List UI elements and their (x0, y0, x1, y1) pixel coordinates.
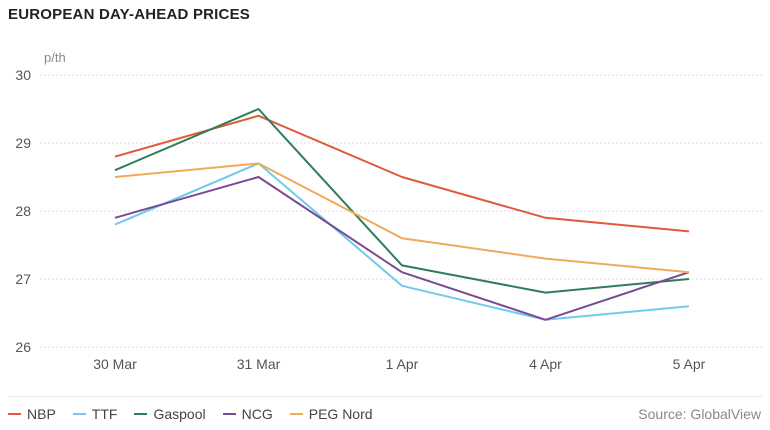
legend-label: NBP (27, 406, 56, 422)
legend-swatch (8, 413, 21, 415)
x-tick-label: 30 Mar (93, 356, 137, 372)
series-line-ncg (114, 176, 690, 321)
y-tick-label: 26 (15, 339, 31, 355)
x-axis-ticks: 30 Mar 31 Mar 1 Apr 4 Apr 5 Apr (93, 356, 705, 372)
x-tick-label: 5 Apr (673, 356, 706, 372)
legend: NBP TTF Gaspool NCG PEG Nord (8, 406, 390, 422)
series-line-ttf (114, 162, 690, 321)
y-tick-label: 27 (15, 271, 31, 287)
legend-swatch (222, 413, 236, 415)
x-tick-label: 4 Apr (529, 356, 562, 372)
y-tick-label: 28 (15, 203, 31, 219)
legend-item-ttf: TTF (72, 406, 118, 422)
y-axis-ticks: 26 27 28 29 30 (15, 67, 31, 355)
y-axis-unit-label: p/th (44, 50, 66, 65)
legend-item-nbp: NBP (8, 406, 56, 422)
x-tick-label: 31 Mar (237, 356, 281, 372)
series-lines (114, 108, 690, 321)
x-tick-label: 1 Apr (386, 356, 419, 372)
series-line-peg-nord (114, 162, 690, 274)
legend-swatch (134, 413, 148, 415)
legend-label: PEG Nord (308, 406, 373, 422)
y-tick-label: 29 (15, 135, 31, 151)
legend-item-ncg: NCG (222, 406, 273, 422)
legend-item-gaspool: Gaspool (134, 406, 206, 422)
legend-item-peg-nord: PEG Nord (289, 406, 373, 422)
series-line-gaspool (114, 108, 690, 294)
legend-label: TTF (91, 406, 118, 422)
legend-divider (8, 396, 762, 397)
legend-swatch (72, 413, 86, 415)
source-note: Source: GlobalView (638, 406, 761, 422)
y-tick-label: 30 (15, 67, 31, 83)
legend-swatch (289, 413, 303, 415)
legend-label: NCG (241, 406, 273, 422)
legend-label: Gaspool (153, 406, 206, 422)
chart-title: EUROPEAN DAY-AHEAD PRICES (8, 6, 250, 23)
